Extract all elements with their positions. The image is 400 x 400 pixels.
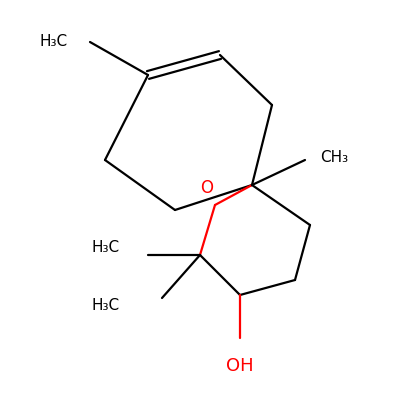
Text: O: O — [200, 179, 214, 197]
Text: H₃C: H₃C — [92, 298, 120, 312]
Text: H₃C: H₃C — [40, 34, 68, 50]
Text: OH: OH — [226, 357, 254, 375]
Text: H₃C: H₃C — [92, 240, 120, 256]
Text: CH₃: CH₃ — [320, 150, 348, 166]
